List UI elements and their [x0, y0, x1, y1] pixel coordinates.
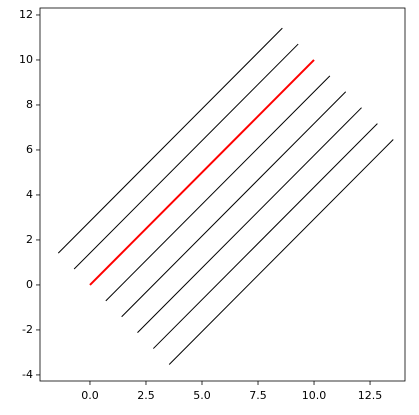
x-tick-label: 7.5 [249, 389, 267, 402]
x-tick-label: 5.0 [193, 389, 211, 402]
y-tick-label: 8 [26, 98, 33, 111]
plot-frame [39, 7, 406, 382]
y-tick-label: 4 [26, 188, 33, 201]
y-tick-label: -2 [22, 323, 33, 336]
line [73, 43, 299, 270]
y-tick-label: 2 [26, 233, 33, 246]
y-tick-label: 12 [19, 8, 33, 21]
x-tick-label: 12.5 [358, 389, 383, 402]
line [152, 123, 378, 349]
line [105, 75, 331, 302]
line [121, 91, 347, 318]
x-tick-label: 2.5 [137, 389, 155, 402]
y-tick-label: 10 [19, 53, 33, 66]
line [168, 139, 394, 365]
line [57, 27, 283, 254]
x-tick-label: 10.0 [302, 389, 327, 402]
line [137, 107, 362, 334]
y-tick-label: -4 [22, 368, 33, 381]
y-tick-label: 6 [26, 143, 33, 156]
x-tick-label: 0.0 [81, 389, 99, 402]
y-tick-label: 0 [26, 278, 33, 291]
line [89, 59, 315, 286]
